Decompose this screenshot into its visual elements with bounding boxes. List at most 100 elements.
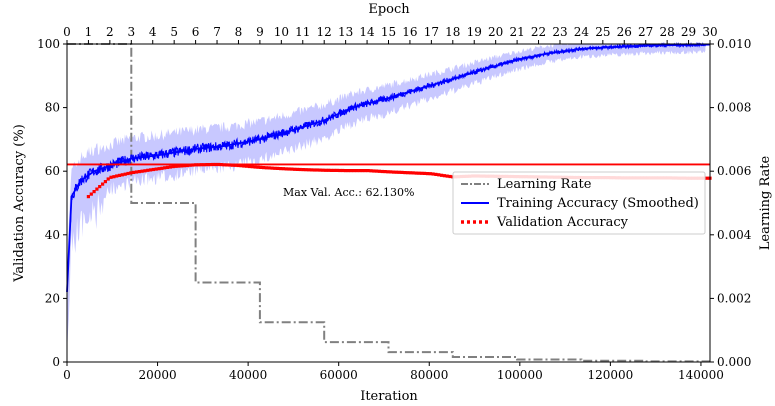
y2-tick-label: 0.006	[717, 164, 751, 178]
y-tick-label: 20	[45, 291, 60, 305]
validation-accuracy-dot	[293, 167, 297, 171]
epoch-tick-label: 17	[424, 25, 439, 39]
epoch-tick-label: 28	[659, 25, 674, 39]
validation-accuracy-dot	[363, 169, 367, 173]
epoch-tick-label: 3	[127, 25, 135, 39]
epoch-tick-label: 14	[359, 25, 375, 39]
training-accuracy-raw-band	[67, 44, 706, 354]
validation-accuracy-dot	[341, 168, 345, 173]
validation-accuracy-dot	[397, 170, 401, 174]
legend-label-training-accuracy: Training Accuracy (Smoothed)	[497, 196, 699, 211]
validation-accuracy-dot	[445, 174, 449, 178]
validation-accuracy-dot	[219, 163, 223, 167]
validation-accuracy-dot	[417, 171, 421, 175]
validation-accuracy-dot	[259, 165, 263, 169]
y2-axis-ticks: 0.000 0.002 0.004 0.006 0.008 0.010	[710, 37, 752, 369]
epoch-tick-label: 10	[274, 25, 289, 39]
validation-accuracy-dot	[174, 164, 178, 168]
validation-accuracy-dot	[705, 176, 709, 180]
validation-accuracy-dot	[109, 175, 113, 179]
legend-label-validation-accuracy: Validation Accuracy	[496, 215, 629, 230]
validation-accuracy-dot	[137, 170, 141, 174]
validation-accuracy-dot	[383, 170, 387, 174]
validation-accuracy-dot	[324, 168, 328, 172]
validation-accuracy-dot	[352, 169, 356, 173]
validation-accuracy-dot	[89, 192, 93, 196]
validation-accuracy-dot	[253, 165, 257, 169]
epoch-tick-label: 0	[63, 25, 71, 39]
validation-accuracy-dot	[120, 173, 124, 177]
validation-accuracy-dot	[245, 164, 249, 168]
validation-accuracy-dot	[349, 169, 353, 173]
y-tick-label: 0	[52, 355, 60, 369]
validation-accuracy-dot	[211, 162, 215, 167]
validation-accuracy-dot	[411, 171, 415, 175]
validation-accuracy-dot	[338, 168, 342, 173]
validation-accuracy-dot	[366, 169, 370, 173]
validation-accuracy-dot	[403, 171, 407, 175]
validation-accuracy-dot	[134, 170, 139, 174]
validation-accuracy-dot	[264, 166, 268, 170]
validation-accuracy-dot	[149, 168, 153, 172]
validation-accuracy-dot	[185, 163, 189, 168]
epoch-tick-label: 21	[509, 25, 524, 39]
validation-accuracy-dot	[157, 167, 161, 171]
validation-accuracy-dot	[228, 163, 232, 167]
validation-accuracy-dot	[428, 172, 432, 176]
validation-accuracy-dot	[295, 167, 300, 171]
y2-tick-label: 0.000	[717, 355, 751, 369]
validation-accuracy-dot	[168, 165, 172, 169]
validation-accuracy-dot	[208, 163, 212, 167]
validation-accuracy-dot	[126, 171, 130, 176]
validation-accuracy-dot	[386, 170, 390, 174]
validation-accuracy-dot	[188, 163, 192, 167]
validation-accuracy-dot	[437, 173, 441, 177]
epoch-tick-label: 12	[317, 25, 332, 39]
validation-accuracy-dot	[372, 169, 376, 173]
validation-accuracy-dot	[290, 167, 294, 171]
epoch-tick-label: 9	[256, 25, 264, 39]
y-tick-label: 100	[37, 37, 60, 51]
validation-accuracy-dot	[284, 167, 288, 171]
epoch-tick-label: 18	[445, 25, 460, 39]
validation-accuracy-dot	[106, 177, 110, 181]
validation-accuracy-dot	[117, 173, 122, 177]
y2-tick-label: 0.004	[717, 228, 752, 242]
validation-accuracy-dot	[301, 168, 305, 172]
training-accuracy-raw-area	[67, 44, 706, 354]
validation-accuracy-dot	[281, 167, 285, 171]
epoch-tick-label: 7	[213, 25, 221, 39]
validation-accuracy-dot	[129, 171, 133, 175]
validation-accuracy-dot	[358, 169, 362, 173]
validation-accuracy-dot	[160, 166, 164, 170]
validation-accuracy-dot	[191, 163, 195, 167]
validation-accuracy-dot	[394, 170, 398, 174]
validation-accuracy-dot	[423, 171, 427, 175]
validation-accuracy-dot	[197, 163, 201, 167]
validation-accuracy-dot	[216, 162, 220, 167]
x-tick-label: 140000	[678, 368, 724, 382]
validation-accuracy-dot	[270, 166, 274, 170]
x-axis-title: Iteration	[360, 389, 418, 404]
legend-label-learning-rate: Learning Rate	[497, 177, 592, 192]
validation-accuracy-dot	[276, 166, 280, 170]
validation-accuracy-dot	[115, 174, 119, 178]
validation-accuracy-dot	[132, 170, 136, 174]
validation-accuracy-dot	[425, 172, 430, 176]
x-axis-ticks: 0 20000 40000 60000 80000 100000 120000 140000	[63, 362, 724, 382]
epoch-tick-label: 23	[552, 25, 567, 39]
epoch-tick-label: 11	[295, 25, 310, 39]
epoch-tick-label: 24	[574, 25, 590, 39]
epoch-tick-label: 5	[170, 25, 178, 39]
validation-accuracy-dot	[389, 170, 393, 174]
epoch-tick-label: 19	[467, 25, 482, 39]
validation-accuracy-dot	[194, 163, 198, 167]
validation-accuracy-dot	[279, 167, 283, 171]
epoch-tick-label: 15	[381, 25, 396, 39]
validation-accuracy-dot	[262, 166, 266, 170]
epoch-tick-label: 13	[338, 25, 353, 39]
validation-accuracy-dot	[335, 168, 339, 172]
validation-accuracy-dot	[230, 163, 235, 167]
validation-accuracy-dot	[440, 173, 444, 177]
validation-accuracy-dot	[298, 167, 302, 172]
